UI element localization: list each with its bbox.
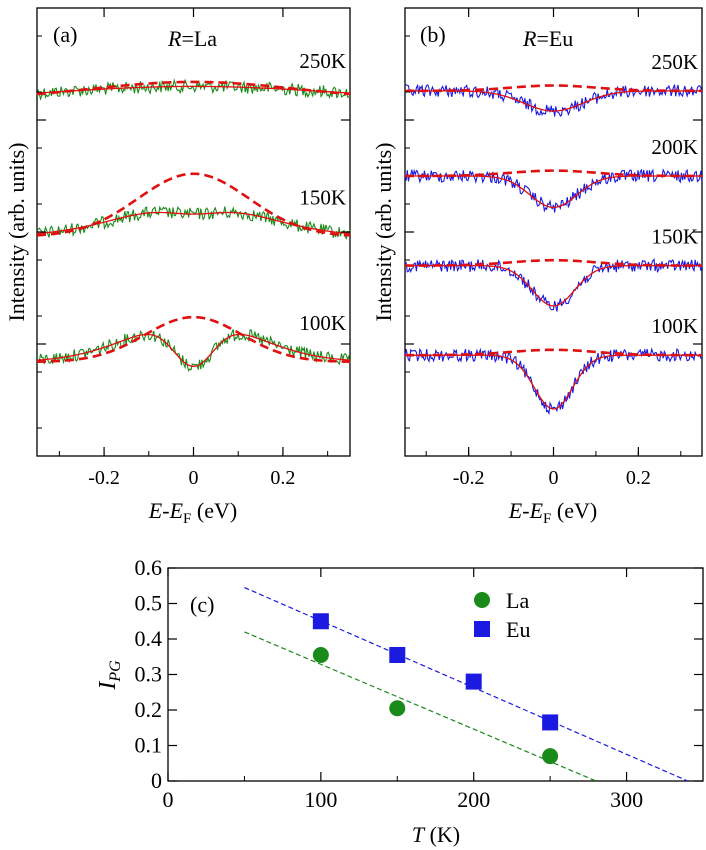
temperature-label: 150K <box>299 185 346 209</box>
panel-a-ylabel: Intensity (arb. units) <box>4 142 29 321</box>
dashed-envelope <box>405 84 702 93</box>
data-line <box>36 329 351 372</box>
panel-c-label: (c) <box>190 592 214 617</box>
y-tick-label: 0.4 <box>135 626 163 651</box>
series-200K: 200K <box>404 135 703 213</box>
y-tick-label: 0 <box>151 768 162 793</box>
x-tick-label: 300 <box>610 787 643 812</box>
point-La <box>542 748 559 765</box>
panel-c-legend: La Eu <box>474 588 530 642</box>
data-line <box>404 168 703 213</box>
series-La <box>244 631 597 782</box>
y-tick-label: 0.3 <box>135 662 163 687</box>
x-tick-label: -0.2 <box>453 467 485 489</box>
x-tick-label: 100 <box>304 787 337 812</box>
point-La <box>389 700 406 717</box>
y-tick-label: 0.6 <box>135 555 163 580</box>
x-tick-label: 0 <box>189 467 199 489</box>
temperature-label: 250K <box>299 49 346 73</box>
series-150K: 150K <box>36 172 351 240</box>
dashed-envelope <box>36 172 351 237</box>
series-150K: 150K <box>404 225 703 312</box>
dashed-envelope <box>405 169 702 178</box>
point-Eu <box>312 613 329 630</box>
data-line <box>36 78 351 102</box>
legend-marker-La <box>474 592 490 608</box>
panel-a-legend: R=La <box>167 26 217 51</box>
y-tick-label: 0.1 <box>135 733 163 758</box>
panel-b-ylabel: Intensity (arb. units) <box>371 142 396 321</box>
panel-c: (c) 0 100 200 300 0 0.1 0.2 0.3 0.4 0.5 0.6 La Eu <box>135 555 704 812</box>
data-line <box>404 258 703 312</box>
x-tick-label: -0.2 <box>88 467 120 489</box>
panel-c-ylabel: IPG <box>95 660 124 691</box>
dashed-envelope <box>36 80 351 96</box>
temperature-label: 150K <box>651 225 698 249</box>
series-100K: 100K <box>404 314 703 416</box>
panel-b-label: (b) <box>420 22 446 47</box>
temperature-label: 200K <box>651 135 698 159</box>
x-tick-label: 0.2 <box>270 467 295 489</box>
panel-c-frame <box>167 567 704 782</box>
panel-c-ticks: 0 100 200 300 0 0.1 0.2 0.3 0.4 0.5 0.6 <box>135 555 703 812</box>
point-Eu <box>542 714 559 731</box>
fit-line <box>36 85 351 94</box>
panel-a-series: 250K 150K 100K <box>36 49 351 372</box>
point-La <box>312 646 329 663</box>
series-250K: 250K <box>36 49 351 102</box>
fit-line <box>36 333 351 368</box>
point-Eu <box>389 646 406 663</box>
fit-line <box>405 90 702 112</box>
panel-b-ticks: -0.2 0 0.2 <box>405 8 702 489</box>
panel-a: (a) R=La 250K 150K 100K -0.2 0 0.2 <box>36 7 351 489</box>
dashed-envelope <box>405 348 702 357</box>
x-tick-label: 0 <box>549 467 559 489</box>
panel-c-series <box>244 586 688 782</box>
series-Eu <box>244 586 688 782</box>
panel-b: (b) R=Eu 250K 200K 150K 100K -0.2 0 0.2 <box>404 7 703 489</box>
fit-line <box>405 175 702 209</box>
panel-a-ticks: -0.2 0 0.2 <box>37 8 350 489</box>
y-tick-label: 0.5 <box>135 591 163 616</box>
point-Eu <box>465 673 482 690</box>
temperature-label: 100K <box>299 311 346 335</box>
panel-a-xlabel: E-EF (eV) <box>148 498 237 527</box>
series-250K: 250K <box>404 50 703 117</box>
temperature-label: 100K <box>651 314 698 338</box>
panel-b-series: 250K 200K 150K 100K <box>404 50 703 416</box>
x-tick-label: 0.2 <box>626 467 651 489</box>
legend-label-Eu: Eu <box>506 617 530 642</box>
series-100K: 100K <box>36 311 351 372</box>
panel-c-xlabel: T (K) <box>412 822 460 847</box>
panel-a-label: (a) <box>53 22 77 47</box>
temperature-label: 250K <box>651 50 698 74</box>
fit-line <box>405 354 702 410</box>
panel-b-xlabel: E-EF (eV) <box>508 498 597 527</box>
legend-marker-Eu <box>474 621 490 637</box>
panel-b-legend: R=Eu <box>522 26 573 51</box>
y-tick-label: 0.2 <box>135 697 163 722</box>
dashed-envelope <box>405 258 702 267</box>
x-tick-label: 200 <box>457 787 490 812</box>
data-line <box>36 205 351 240</box>
x-tick-label: 0 <box>163 787 174 812</box>
legend-label-La: La <box>506 588 529 613</box>
data-line <box>404 347 703 416</box>
